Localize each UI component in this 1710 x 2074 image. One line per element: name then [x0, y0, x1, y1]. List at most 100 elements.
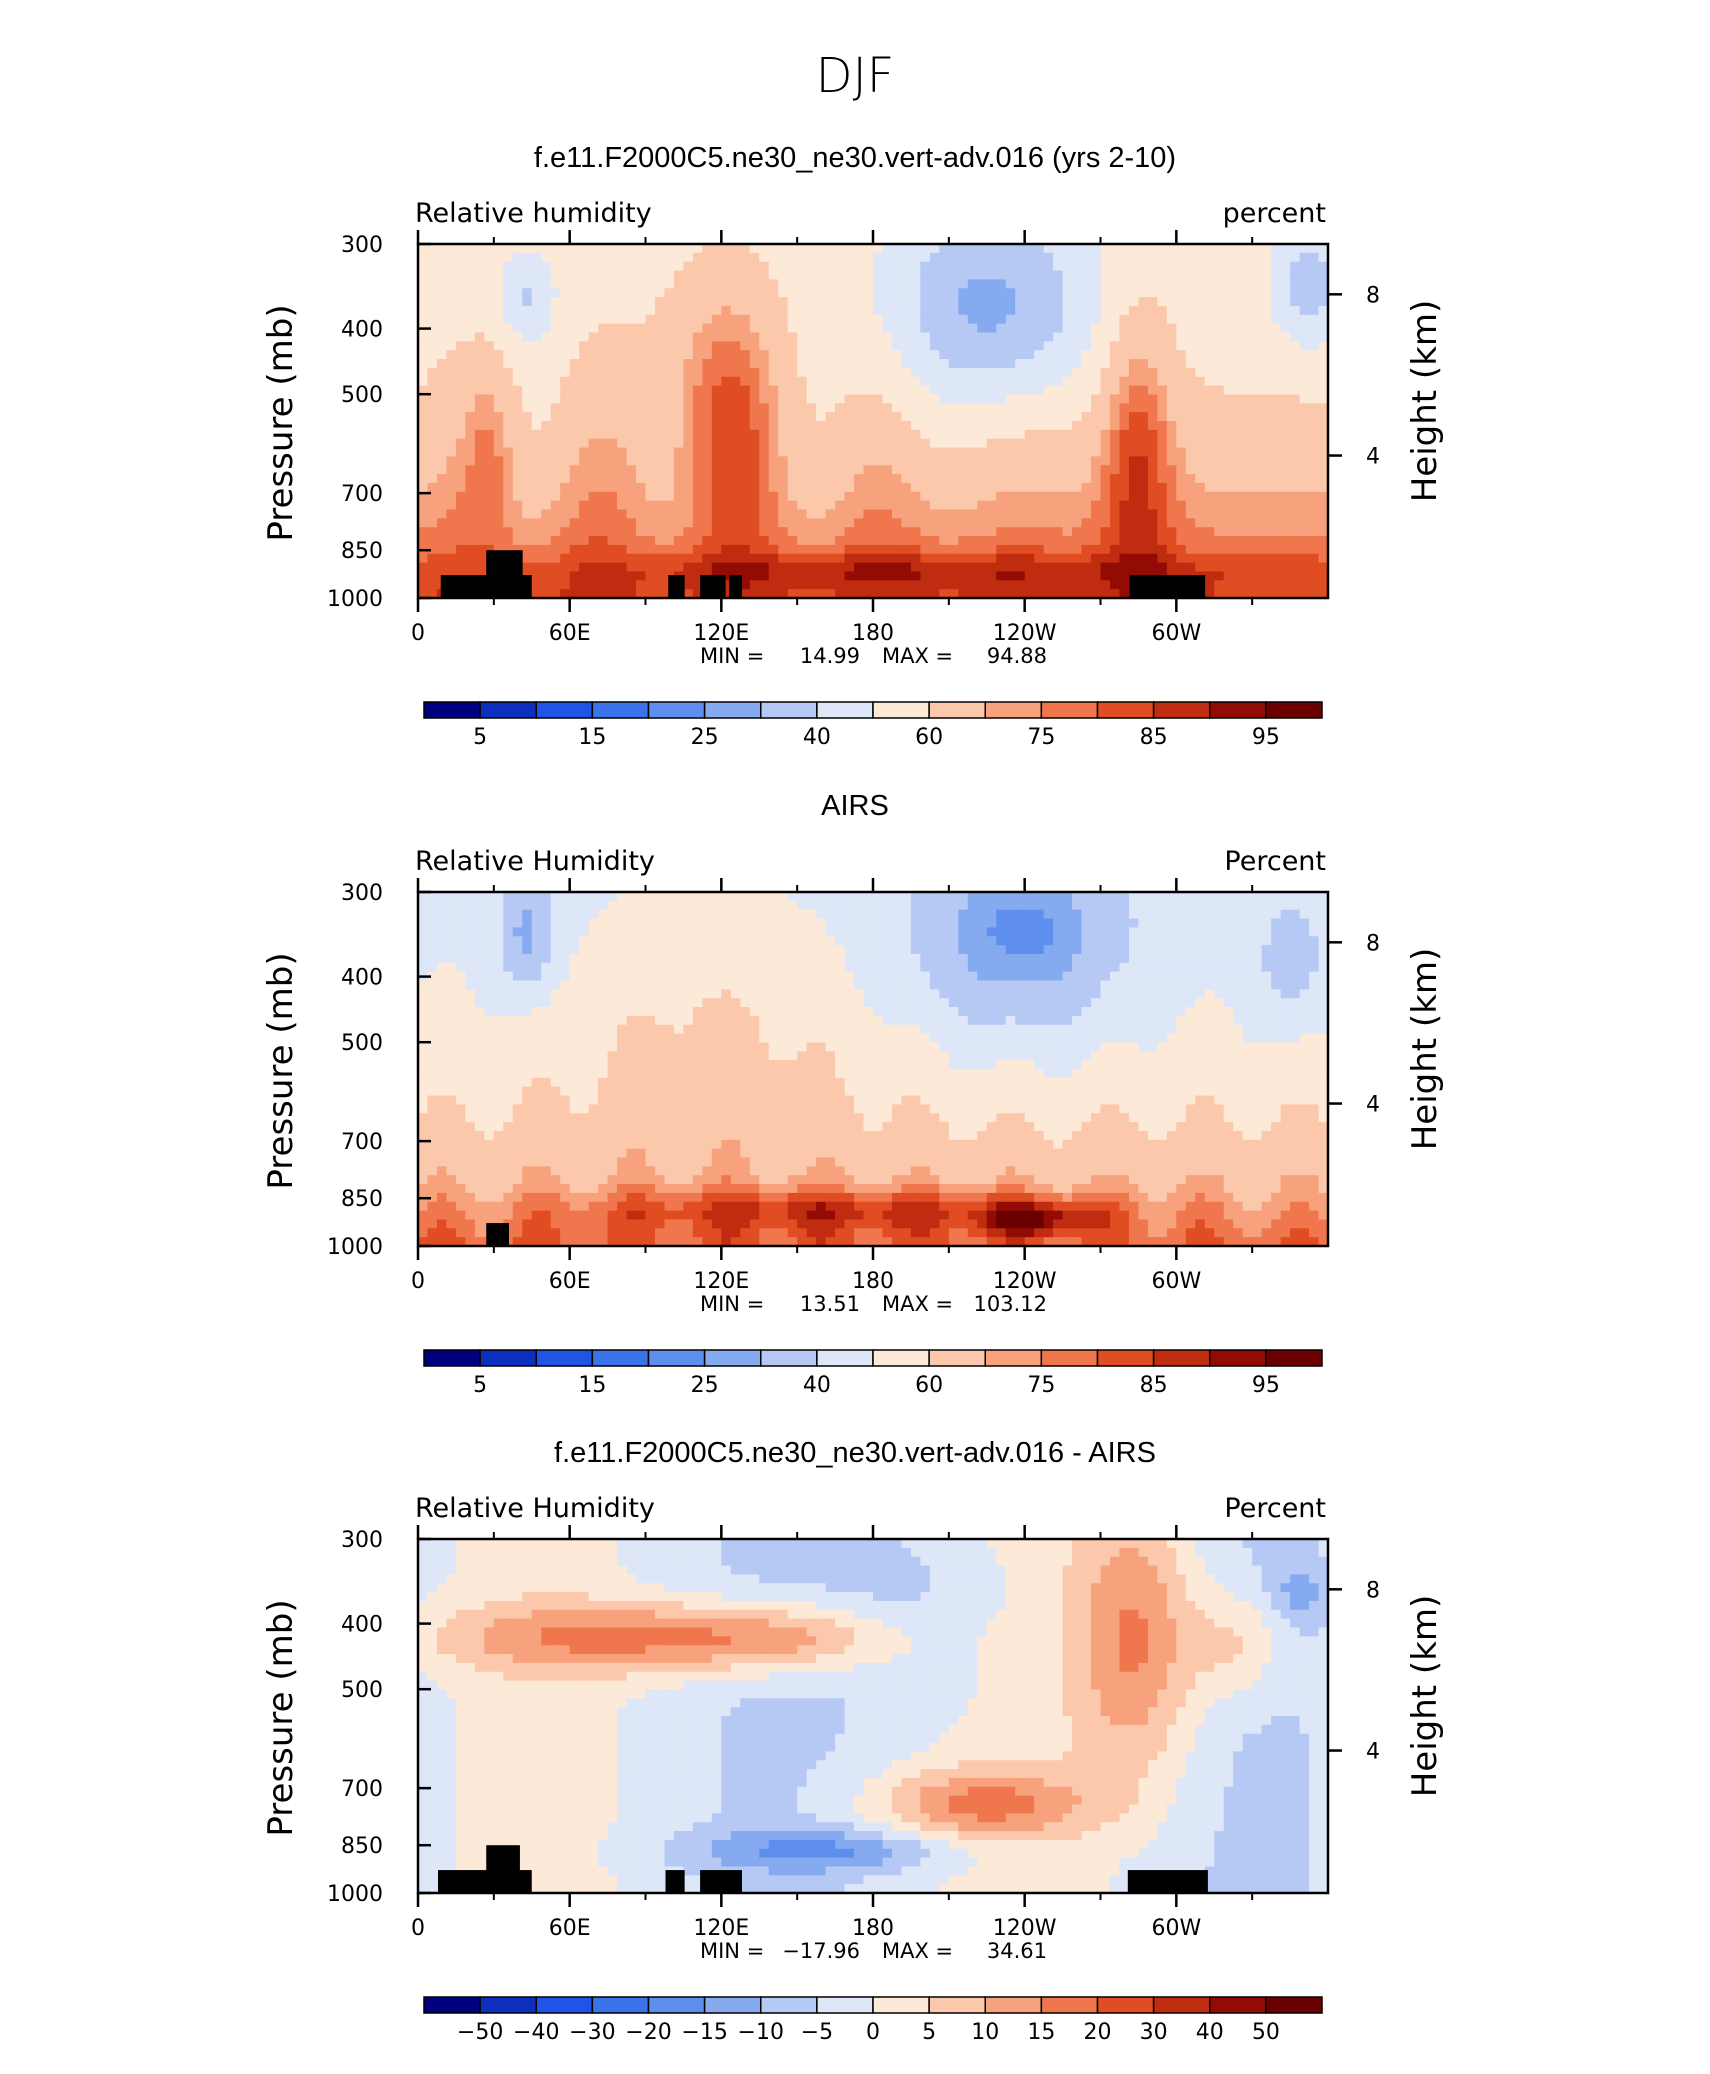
heatmap-cell	[484, 244, 495, 254]
heatmap-cell	[1024, 474, 1035, 484]
heatmap-cell	[1128, 562, 1140, 573]
heatmap-cell	[503, 474, 514, 484]
heatmap-cell	[455, 1201, 466, 1212]
heatmap-cell	[493, 252, 504, 263]
heatmap-cell	[465, 1210, 476, 1221]
heatmap-cell	[929, 562, 940, 573]
heatmap-cell	[1318, 244, 1329, 254]
heatmap-cell	[1223, 527, 1234, 537]
heatmap-cell	[560, 998, 571, 1008]
heatmap-cell	[1138, 536, 1149, 546]
heatmap-cell	[1024, 562, 1035, 573]
heatmap-cell	[569, 500, 580, 511]
heatmap-cell	[1157, 332, 1168, 342]
heatmap-cell	[541, 1113, 552, 1123]
heatmap-cell	[550, 465, 561, 475]
heatmap-cell	[598, 509, 609, 519]
heatmap-cell	[569, 998, 580, 1008]
heatmap-cell	[1062, 270, 1073, 280]
heatmap-cell	[636, 279, 647, 289]
heatmap-cell	[446, 518, 457, 528]
heatmap-cell	[541, 403, 552, 413]
heatmap-cell	[816, 376, 827, 387]
heatmap-cell	[598, 1219, 609, 1229]
heatmap-cell	[465, 1069, 476, 1079]
heatmap-cell	[654, 1192, 666, 1203]
heatmap-cell	[1223, 376, 1234, 387]
heatmap-cell	[588, 376, 599, 387]
heatmap-cell	[910, 544, 921, 555]
heatmap-cell	[474, 456, 485, 466]
heatmap-cell	[1261, 252, 1272, 263]
heatmap-cell	[626, 1104, 637, 1114]
heatmap-cell	[427, 571, 438, 581]
heatmap-cell	[1091, 447, 1102, 457]
heatmap-cell	[929, 589, 940, 599]
heatmap-cell	[446, 438, 457, 449]
heatmap-cell	[721, 438, 732, 449]
heatmap-cell	[759, 518, 770, 528]
heatmap-cell	[636, 1042, 647, 1052]
heatmap-cell	[550, 571, 561, 581]
heatmap-cell	[1119, 367, 1130, 378]
heatmap-cell	[692, 571, 703, 581]
heatmap-cell	[759, 341, 770, 351]
heatmap-cell	[929, 332, 940, 342]
heatmap-cell	[1309, 491, 1320, 502]
heatmap-cell	[711, 527, 722, 537]
heatmap-cell	[598, 1148, 609, 1159]
heatmap-cell	[863, 580, 874, 590]
heatmap-cell	[484, 385, 495, 396]
heatmap-cell	[1195, 244, 1206, 254]
heatmap-cell	[1185, 341, 1196, 351]
heatmap-cell	[1081, 482, 1092, 493]
heatmap-cell	[455, 971, 466, 982]
heatmap-cell	[1081, 580, 1092, 590]
heatmap-cell	[455, 1024, 466, 1035]
heatmap-cell	[939, 305, 950, 316]
heatmap-cell	[711, 403, 722, 413]
heatmap-cell	[1024, 367, 1035, 378]
heatmap-cell	[1100, 297, 1111, 307]
heatmap-cell	[560, 438, 571, 449]
heatmap-cell	[844, 261, 855, 272]
heatmap-cell	[418, 980, 429, 990]
heatmap-cell	[531, 1192, 542, 1203]
heatmap-cell	[730, 270, 741, 280]
heatmap-cell	[740, 350, 751, 360]
heatmap-cell	[1233, 447, 1244, 457]
heatmap-cell	[749, 261, 760, 272]
heatmap-cell	[579, 341, 590, 351]
heatmap-cell	[427, 509, 438, 519]
heatmap-cell	[787, 323, 798, 334]
heatmap-cell	[1166, 332, 1177, 342]
heatmap-cell	[418, 1228, 429, 1238]
heatmap-cell	[588, 429, 599, 440]
heatmap-cell	[929, 438, 940, 449]
heatmap-cell	[1138, 376, 1149, 387]
heatmap-cell	[1223, 305, 1234, 316]
heatmap-cell	[664, 474, 675, 484]
heatmap-cell	[1271, 279, 1282, 289]
heatmap-cell	[550, 252, 561, 263]
heatmap-cell	[977, 288, 988, 298]
heatmap-cell	[617, 474, 628, 484]
heatmap-cell	[626, 305, 637, 316]
heatmap-cell	[607, 1139, 618, 1150]
heatmap-cell	[673, 544, 685, 555]
heatmap-cell	[446, 376, 457, 387]
heatmap-cell	[418, 1007, 429, 1017]
heatmap-cell	[721, 252, 732, 263]
heatmap-cell	[569, 953, 580, 964]
heatmap-cell	[1318, 482, 1329, 493]
colorbar-label: 95	[1252, 725, 1280, 750]
heatmap-cell	[1119, 359, 1130, 369]
heatmap-cell	[673, 438, 685, 449]
heatmap-cell	[1214, 500, 1225, 511]
heatmap-cell	[910, 403, 921, 413]
heatmap-cell	[920, 341, 931, 351]
heatmap-cell	[778, 536, 789, 546]
heatmap-cell	[531, 1015, 542, 1026]
heatmap-cell	[560, 1175, 571, 1185]
heatmap-cell	[607, 376, 618, 387]
